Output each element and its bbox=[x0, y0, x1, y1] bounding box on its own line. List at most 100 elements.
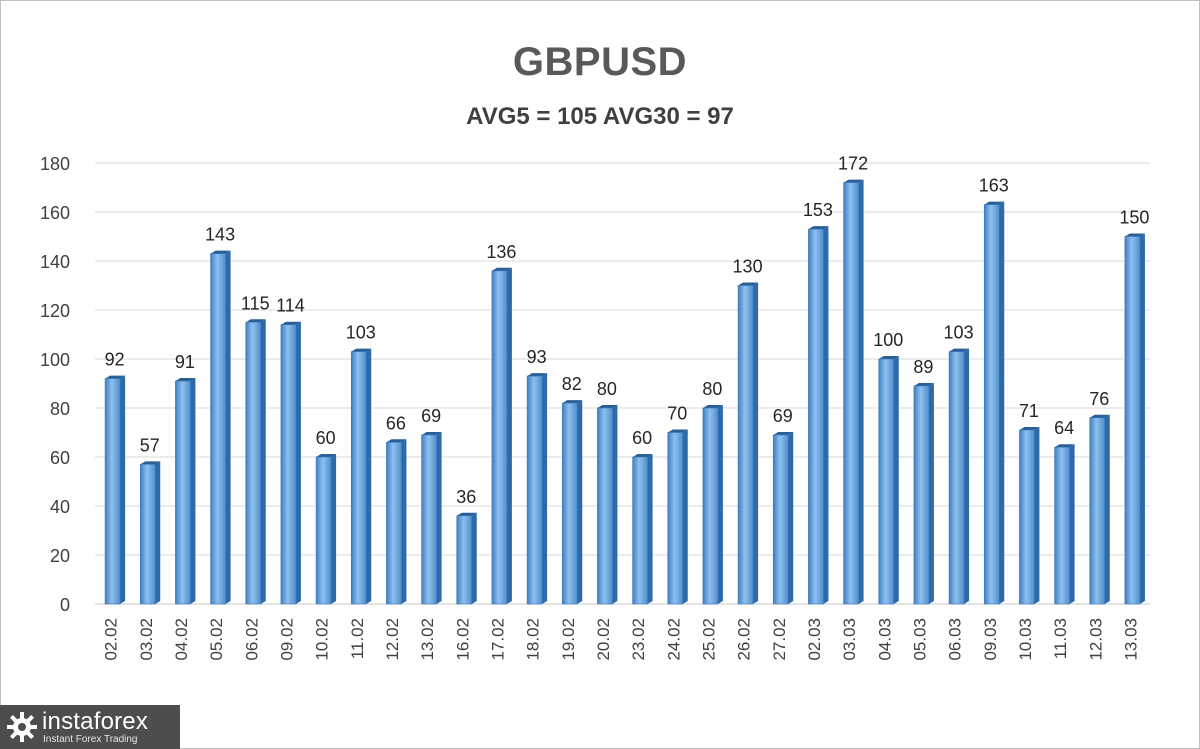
bar-face bbox=[843, 182, 859, 605]
bar-top bbox=[597, 405, 618, 408]
bar bbox=[245, 319, 266, 605]
y-tick-label: 180 bbox=[40, 154, 70, 174]
bar bbox=[808, 226, 829, 605]
bar-top bbox=[808, 226, 829, 230]
bar-top bbox=[1019, 427, 1040, 431]
bar-side bbox=[1034, 427, 1040, 604]
data-label: 66 bbox=[386, 413, 406, 433]
bar-side bbox=[682, 429, 688, 604]
x-tick-label: 06.03 bbox=[946, 618, 965, 661]
bar-face bbox=[491, 270, 508, 605]
bar-side bbox=[260, 319, 266, 604]
data-label: 80 bbox=[597, 379, 617, 399]
bar-side bbox=[1104, 414, 1110, 604]
x-tick-label: 05.03 bbox=[910, 618, 929, 661]
data-labels: 92 57 91 143 115 114 60 103 66 69 36 136 93 82 80 60 70 8… bbox=[105, 154, 1150, 507]
bar bbox=[772, 431, 794, 605]
bar-top bbox=[421, 431, 442, 435]
bar-face bbox=[983, 204, 1000, 605]
bar-side bbox=[155, 461, 161, 604]
y-axis: 0 20 40 60 80 100 120 140 160 180 bbox=[40, 154, 70, 615]
bar-top bbox=[527, 373, 548, 377]
data-label: 172 bbox=[838, 154, 868, 174]
bar bbox=[913, 382, 934, 605]
y-tick-label: 20 bbox=[50, 546, 70, 566]
bar bbox=[1054, 444, 1075, 605]
bar-side bbox=[471, 512, 477, 604]
data-label: 71 bbox=[1019, 401, 1039, 421]
bar-top bbox=[949, 348, 970, 352]
bar-side bbox=[190, 378, 196, 604]
bar bbox=[1019, 427, 1040, 605]
bar-top bbox=[984, 201, 1005, 205]
bar-top bbox=[245, 319, 266, 323]
bar-side bbox=[295, 321, 301, 604]
data-label: 93 bbox=[527, 347, 547, 367]
bar-side bbox=[331, 454, 337, 604]
x-tick-label: 04.02 bbox=[172, 618, 191, 661]
x-tick-label: 23.02 bbox=[629, 618, 648, 661]
bar-face bbox=[913, 385, 930, 605]
x-tick-label: 25.02 bbox=[699, 618, 718, 661]
bar-side bbox=[964, 348, 970, 604]
bar bbox=[632, 454, 653, 605]
data-label: 150 bbox=[1119, 208, 1149, 228]
bar-face bbox=[1124, 236, 1141, 605]
bar-face bbox=[1089, 417, 1106, 605]
bar-side bbox=[788, 431, 794, 604]
logo-tagline: Instant Forex Trading bbox=[43, 734, 138, 745]
bar-top bbox=[491, 267, 512, 271]
y-tick-label: 80 bbox=[50, 399, 70, 419]
bar-face bbox=[948, 351, 965, 605]
bar bbox=[1089, 414, 1110, 605]
x-tick-label: 24.02 bbox=[664, 618, 683, 661]
bar-side bbox=[858, 179, 864, 604]
x-tick-label: 20.02 bbox=[594, 618, 613, 661]
data-label: 69 bbox=[773, 406, 793, 426]
data-label: 69 bbox=[421, 406, 441, 426]
bar bbox=[175, 378, 196, 605]
bar-side bbox=[823, 226, 829, 604]
y-tick-label: 40 bbox=[50, 497, 70, 517]
bar-face bbox=[421, 434, 437, 605]
bar-top bbox=[1089, 414, 1110, 418]
bar-top bbox=[456, 512, 477, 516]
bar-side bbox=[542, 373, 548, 604]
bar-top bbox=[667, 429, 688, 433]
bar bbox=[526, 373, 548, 605]
data-label: 91 bbox=[175, 352, 195, 372]
bar-face bbox=[1019, 429, 1035, 605]
x-tick-label: 13.02 bbox=[418, 618, 437, 661]
bar bbox=[948, 348, 970, 605]
x-tick-label: 03.02 bbox=[137, 618, 156, 661]
x-tick-label: 12.03 bbox=[1086, 618, 1105, 661]
x-tick-label: 16.02 bbox=[453, 618, 472, 661]
bar-top bbox=[562, 400, 583, 404]
bar-face bbox=[632, 456, 648, 605]
bar bbox=[421, 431, 442, 605]
bar-side bbox=[1139, 233, 1145, 604]
x-tick-label: 17.02 bbox=[488, 618, 507, 661]
bar bbox=[737, 282, 759, 605]
data-label: 143 bbox=[205, 225, 235, 245]
bar-top bbox=[210, 250, 231, 254]
bar-side bbox=[120, 375, 126, 604]
bar-face bbox=[878, 358, 895, 605]
x-tick-label: 12.02 bbox=[383, 618, 402, 661]
logo-name: instaforex bbox=[42, 708, 149, 735]
bar-face bbox=[702, 407, 719, 605]
instaforex-logo: instaforex Instant Forex Trading bbox=[0, 705, 180, 749]
bar-face bbox=[386, 441, 402, 605]
chart-title: GBPUSD bbox=[512, 40, 688, 84]
bars bbox=[104, 179, 1145, 605]
bar-top bbox=[843, 179, 864, 183]
bar-top bbox=[702, 405, 723, 408]
bar bbox=[667, 429, 688, 605]
data-label: 76 bbox=[1089, 389, 1109, 409]
x-tick-label: 09.03 bbox=[981, 618, 1000, 661]
bar-top bbox=[1054, 444, 1075, 448]
x-tick-label: 03.03 bbox=[840, 618, 859, 661]
bar-face bbox=[315, 456, 332, 605]
data-label: 153 bbox=[803, 200, 833, 220]
bar-side bbox=[999, 201, 1005, 604]
